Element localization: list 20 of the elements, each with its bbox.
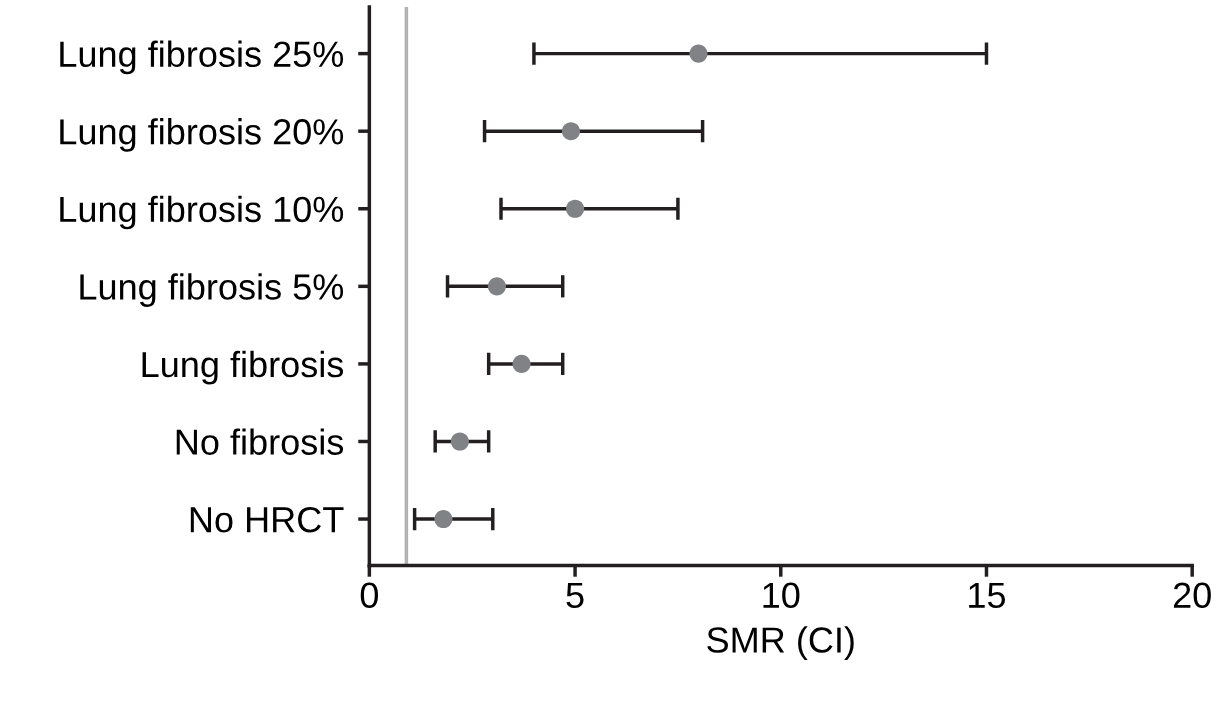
point: [434, 510, 453, 529]
x-tick-label: 15: [969, 582, 1006, 609]
x-tick-label: 20: [1173, 582, 1211, 609]
x-axis-title: SMR (CI): [707, 626, 854, 660]
point: [689, 44, 708, 63]
point: [450, 432, 469, 451]
y-tick-label: Lung fibrosis 25%: [60, 40, 344, 75]
y-tick-label: Lung fibrosis: [142, 350, 344, 385]
point: [512, 354, 531, 373]
x-tick-label: 5: [566, 582, 584, 609]
point: [566, 199, 585, 218]
y-tick-label: No HRCT: [190, 506, 344, 533]
y-tick-label: Lung fibrosis 10%: [60, 195, 344, 230]
y-tick-label: No fibrosis: [176, 428, 344, 455]
x-tick-label: 0: [360, 582, 378, 609]
y-tick-label: Lung fibrosis 20%: [60, 118, 344, 152]
x-tick-label: 10: [763, 582, 800, 609]
y-tick-label: Lung fibrosis 5%: [80, 273, 344, 307]
point: [487, 277, 506, 296]
point: [561, 122, 580, 141]
